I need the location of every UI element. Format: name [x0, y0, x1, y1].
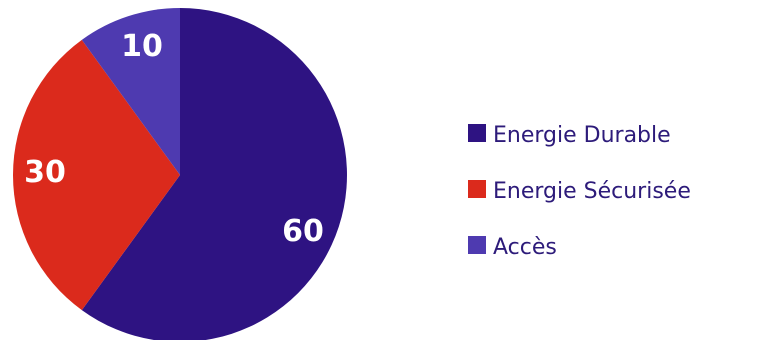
slice-value-label-energie-durable: 60 [282, 214, 324, 249]
slice-value-label-energie-securisee: 30 [24, 155, 66, 190]
legend-item-energie-securisee: Energie Sécurisée [468, 179, 691, 204]
legend-swatch-energie-durable [468, 124, 486, 142]
pie-slice-acces [81, 7, 180, 175]
legend-swatch-energie-securisee [468, 180, 486, 198]
slice-value-label-acces: 10 [121, 29, 163, 64]
pie-slice-energie-securisee [12, 39, 181, 311]
legend-label-energie-durable: Energie Durable [493, 123, 671, 148]
pie-slices [12, 7, 347, 340]
legend-label-acces: Accès [493, 235, 557, 260]
legend-label-energie-securisee: Energie Sécurisée [493, 179, 691, 204]
pie-slice-energie-durable [81, 8, 347, 340]
legend: Energie Durable Energie Sécurisée Accès [468, 123, 691, 260]
legend-item-energie-durable: Energie Durable [468, 123, 671, 148]
legend-swatch-acces [468, 236, 486, 254]
legend-item-acces: Accès [468, 235, 557, 260]
pie-slice-labels: 60 30 10 [24, 29, 324, 249]
